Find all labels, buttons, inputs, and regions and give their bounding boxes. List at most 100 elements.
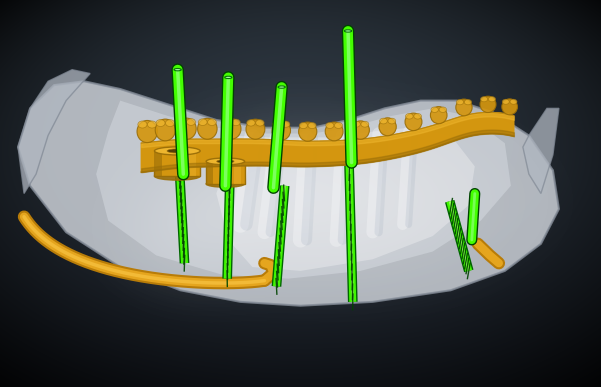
Polygon shape — [496, 113, 497, 134]
Polygon shape — [346, 140, 347, 165]
Polygon shape — [247, 139, 248, 166]
Polygon shape — [412, 131, 413, 154]
Polygon shape — [453, 119, 454, 141]
Ellipse shape — [431, 107, 438, 113]
Polygon shape — [320, 141, 322, 166]
Polygon shape — [251, 139, 252, 166]
Polygon shape — [409, 132, 410, 155]
Polygon shape — [505, 114, 506, 135]
Polygon shape — [348, 140, 349, 164]
Polygon shape — [487, 113, 489, 134]
Polygon shape — [351, 140, 352, 164]
Polygon shape — [143, 143, 144, 172]
Polygon shape — [448, 120, 450, 143]
Polygon shape — [502, 113, 504, 134]
Polygon shape — [210, 139, 211, 166]
Ellipse shape — [246, 119, 265, 139]
Polygon shape — [495, 113, 496, 134]
Polygon shape — [437, 124, 438, 147]
Polygon shape — [466, 115, 467, 137]
FancyBboxPatch shape — [188, 151, 195, 176]
Polygon shape — [341, 140, 343, 165]
Polygon shape — [237, 139, 238, 166]
Polygon shape — [18, 70, 90, 194]
Polygon shape — [424, 128, 426, 151]
Polygon shape — [355, 140, 356, 164]
Polygon shape — [369, 138, 370, 162]
Polygon shape — [356, 140, 358, 164]
Polygon shape — [441, 123, 442, 145]
Polygon shape — [288, 140, 289, 166]
Polygon shape — [212, 139, 213, 166]
Polygon shape — [278, 140, 279, 166]
Polygon shape — [352, 140, 353, 164]
Ellipse shape — [177, 118, 196, 139]
Polygon shape — [316, 141, 317, 166]
Polygon shape — [416, 130, 417, 153]
Polygon shape — [279, 140, 281, 166]
Polygon shape — [399, 134, 400, 157]
Polygon shape — [226, 139, 227, 166]
Polygon shape — [213, 139, 214, 166]
Polygon shape — [306, 141, 307, 166]
Polygon shape — [147, 142, 148, 171]
Ellipse shape — [206, 180, 245, 187]
Polygon shape — [141, 143, 142, 172]
Polygon shape — [359, 139, 361, 163]
Polygon shape — [481, 113, 483, 134]
Polygon shape — [217, 139, 218, 166]
Polygon shape — [479, 113, 480, 134]
Polygon shape — [380, 137, 382, 161]
Polygon shape — [183, 139, 184, 168]
Polygon shape — [334, 141, 335, 165]
Polygon shape — [485, 113, 486, 134]
Ellipse shape — [502, 99, 509, 104]
Polygon shape — [189, 139, 191, 167]
Polygon shape — [284, 140, 285, 166]
Polygon shape — [296, 141, 297, 166]
Polygon shape — [367, 139, 368, 163]
Polygon shape — [222, 139, 223, 166]
Polygon shape — [474, 113, 475, 135]
Polygon shape — [323, 141, 324, 166]
Polygon shape — [322, 141, 323, 166]
Polygon shape — [387, 136, 388, 159]
Polygon shape — [175, 140, 176, 168]
Polygon shape — [207, 139, 208, 166]
Ellipse shape — [154, 147, 200, 155]
Polygon shape — [436, 124, 437, 147]
Ellipse shape — [489, 97, 496, 102]
Polygon shape — [227, 139, 228, 166]
Polygon shape — [469, 114, 471, 136]
Polygon shape — [413, 130, 415, 154]
Polygon shape — [484, 113, 485, 134]
Polygon shape — [298, 141, 299, 166]
Ellipse shape — [439, 107, 447, 113]
Polygon shape — [142, 143, 143, 172]
Polygon shape — [194, 139, 195, 167]
Polygon shape — [261, 139, 263, 166]
Polygon shape — [344, 140, 345, 165]
Ellipse shape — [278, 86, 285, 88]
Polygon shape — [370, 138, 371, 162]
Polygon shape — [434, 125, 435, 148]
Ellipse shape — [154, 172, 200, 180]
Polygon shape — [406, 132, 407, 155]
Polygon shape — [289, 140, 290, 166]
Polygon shape — [225, 139, 226, 166]
Polygon shape — [451, 120, 452, 142]
Polygon shape — [472, 114, 473, 135]
Polygon shape — [329, 141, 330, 166]
Polygon shape — [198, 139, 200, 167]
FancyBboxPatch shape — [206, 161, 213, 184]
FancyBboxPatch shape — [154, 151, 200, 176]
Ellipse shape — [206, 158, 245, 165]
Polygon shape — [400, 133, 401, 157]
Polygon shape — [350, 140, 351, 164]
Polygon shape — [333, 141, 334, 166]
Polygon shape — [211, 139, 212, 166]
Polygon shape — [176, 140, 177, 168]
Polygon shape — [429, 127, 430, 149]
Polygon shape — [371, 138, 372, 162]
Polygon shape — [319, 141, 320, 166]
